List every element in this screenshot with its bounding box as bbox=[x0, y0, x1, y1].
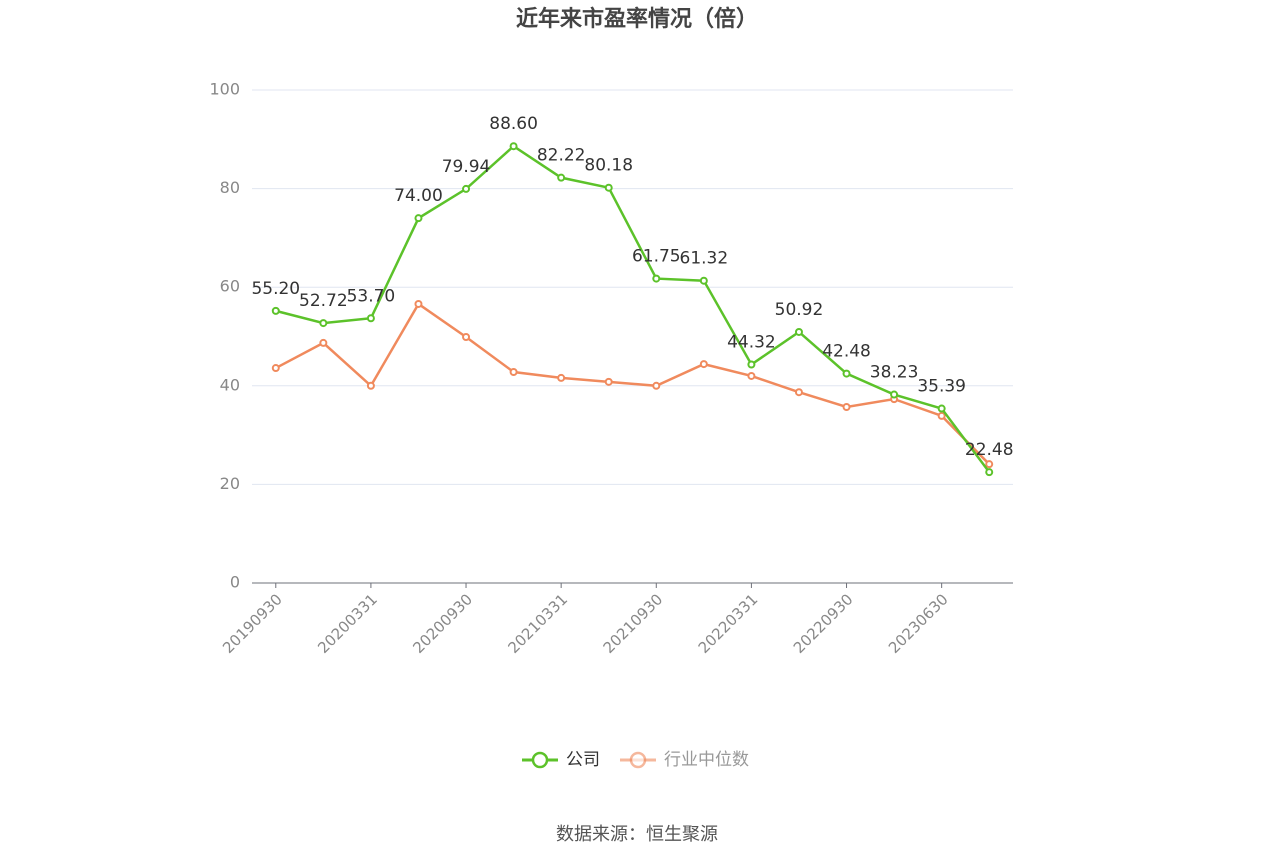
legend-label: 公司 bbox=[566, 750, 600, 770]
legend-item: 公司 bbox=[522, 750, 600, 770]
y-tick-label: 20 bbox=[220, 474, 240, 493]
data-label: 74.00 bbox=[394, 186, 443, 206]
data-label: 80.18 bbox=[584, 156, 633, 176]
point bbox=[271, 306, 280, 315]
point bbox=[794, 388, 803, 397]
point bbox=[699, 360, 708, 369]
x-tick-label: 20210331 bbox=[504, 590, 571, 657]
data-label: 88.60 bbox=[489, 114, 538, 134]
point bbox=[652, 274, 661, 283]
data-label: 42.48 bbox=[822, 342, 871, 362]
point bbox=[747, 360, 756, 369]
data-label: 35.39 bbox=[917, 377, 966, 397]
point bbox=[890, 390, 899, 399]
point bbox=[462, 332, 471, 341]
point bbox=[462, 184, 471, 193]
y-tick-label: 60 bbox=[220, 277, 240, 296]
y-tick-label: 40 bbox=[220, 375, 240, 394]
data-label: 22.48 bbox=[965, 440, 1014, 460]
point bbox=[366, 314, 375, 323]
legend-marker bbox=[629, 751, 647, 769]
y-tick-label: 0 bbox=[230, 573, 240, 592]
data-label: 50.92 bbox=[775, 300, 824, 320]
point bbox=[509, 142, 518, 151]
point bbox=[271, 364, 280, 373]
data-label: 61.75 bbox=[632, 247, 681, 267]
point bbox=[985, 460, 994, 469]
legend-item: 行业中位数 bbox=[620, 750, 749, 770]
point bbox=[414, 214, 423, 223]
x-tick-label: 20200331 bbox=[314, 590, 381, 657]
x-tick-label: 20220331 bbox=[695, 590, 762, 657]
point bbox=[699, 276, 708, 285]
point bbox=[509, 367, 518, 376]
point bbox=[604, 183, 613, 192]
data-label: 79.94 bbox=[442, 157, 491, 177]
point bbox=[604, 377, 613, 386]
point bbox=[652, 381, 661, 390]
y-tick-label: 80 bbox=[220, 178, 240, 197]
point bbox=[557, 173, 566, 182]
data-label: 55.20 bbox=[251, 279, 300, 299]
source: 数据来源：恒生聚源 bbox=[556, 824, 718, 845]
x-tick-label: 20200930 bbox=[409, 590, 476, 657]
x-tick-label: 20220930 bbox=[790, 590, 857, 657]
legend-label: 行业中位数 bbox=[664, 750, 749, 770]
point bbox=[366, 381, 375, 390]
point bbox=[319, 319, 328, 328]
series-line bbox=[275, 144, 991, 473]
point bbox=[794, 327, 803, 336]
point bbox=[842, 402, 851, 411]
x-tick-label: 20230630 bbox=[885, 590, 952, 657]
y-tick-label: 100 bbox=[209, 80, 240, 99]
point bbox=[747, 371, 756, 380]
x-tick-label: 20210930 bbox=[600, 590, 667, 657]
point bbox=[557, 373, 566, 382]
chart-title: 近年来市盈率情况（倍） bbox=[516, 6, 758, 32]
data-label: 52.72 bbox=[299, 291, 348, 311]
data-label: 82.22 bbox=[537, 146, 586, 166]
point bbox=[937, 411, 946, 420]
point bbox=[985, 468, 994, 477]
point bbox=[414, 299, 423, 308]
data-label: 44.32 bbox=[727, 333, 776, 353]
data-label: 53.70 bbox=[347, 286, 396, 306]
data-label: 61.32 bbox=[680, 249, 729, 269]
point bbox=[319, 338, 328, 347]
x-tick-label: 20190930 bbox=[219, 590, 286, 657]
series-line bbox=[275, 302, 991, 466]
data-label: 38.23 bbox=[870, 363, 919, 383]
legend-marker bbox=[531, 751, 549, 769]
point bbox=[937, 404, 946, 413]
point bbox=[842, 369, 851, 378]
